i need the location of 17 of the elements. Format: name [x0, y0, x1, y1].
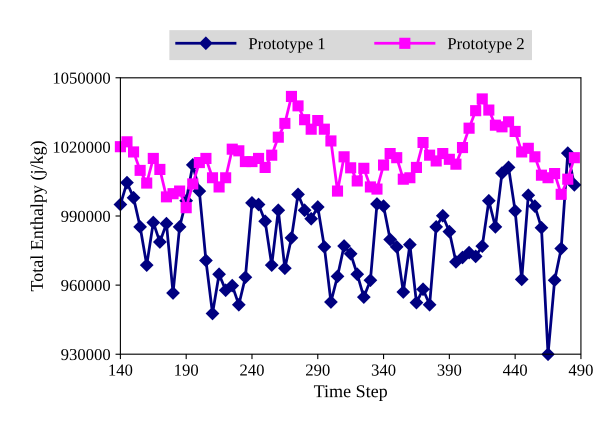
legend-label: Prototype 2: [448, 38, 524, 53]
legend-label: Prototype 1: [248, 38, 325, 53]
x-tick-label: 340: [372, 364, 396, 376]
y-tick-label: 960000: [61, 280, 110, 292]
x-tick-label: 190: [175, 364, 198, 376]
y-tick-label: 1050000: [54, 72, 110, 84]
x-tick-label: 440: [502, 364, 528, 376]
y-tick-label: 1020000: [54, 142, 110, 153]
y-axis-title: Total Enthalpy (j/kg): [30, 141, 47, 292]
x-tick-label: 490: [568, 364, 593, 376]
x-tick-label: 290: [306, 364, 330, 376]
x-axis-title: Time Step: [314, 385, 388, 402]
x-tick-label: 240: [240, 364, 264, 376]
y-tick-label: 990000: [61, 210, 110, 222]
x-tick-label: 390: [438, 364, 462, 376]
x-tick-label: 140: [109, 364, 132, 376]
y-tick-label: 930000: [61, 348, 110, 360]
